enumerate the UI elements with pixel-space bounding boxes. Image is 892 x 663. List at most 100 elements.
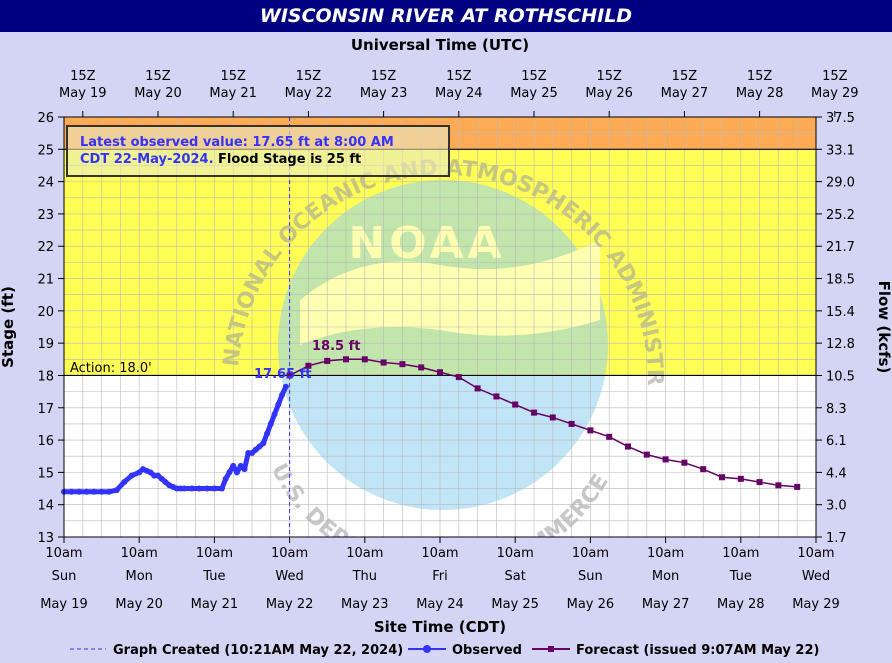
top-tick-label-date: May 24: [435, 86, 483, 101]
right-tick-label: 6.1: [826, 434, 847, 449]
top-tick-label-utc: 15Z: [672, 69, 698, 84]
left-tick-label: 21: [37, 273, 54, 288]
right-tick-label: 1.7: [826, 531, 847, 546]
legend-observed-label: Observed: [452, 643, 522, 658]
bottom-axis: 10am Sun May 19 10am Mon May 20 10am Tue May 21 1…: [40, 537, 840, 612]
forecast-point: [662, 456, 669, 463]
right-tick-label: 4.4: [826, 466, 847, 481]
top-tick-label-utc: 15Z: [446, 69, 472, 84]
forecast-point: [643, 451, 650, 458]
left-tick-label: 23: [37, 208, 54, 223]
bottom-tick-label-date: May 22: [266, 597, 314, 612]
top-tick-label-date: May 23: [360, 86, 408, 101]
watermark-gull: [300, 240, 600, 345]
right-axis: 1.7 3.0 4.4 6.1 8.3 10.5 12.8 15.4 18.5 21.7 25.2 2…: [816, 111, 855, 546]
bottom-tick-label-time: 10am: [497, 546, 534, 561]
right-tick-label: 12.8: [826, 337, 855, 352]
top-tick-label-date: May 29: [811, 86, 859, 101]
bottom-tick-label-day: Wed: [802, 569, 830, 584]
watermark-noaa-text: NOAA: [348, 218, 505, 269]
bottom-tick-label-date: May 26: [567, 597, 615, 612]
forecast-point: [606, 433, 613, 440]
bottom-tick-label-time: 10am: [722, 546, 759, 561]
forecast-point: [437, 369, 443, 376]
info-line-1: Latest observed value: 17.65 ft at 8:00 …: [80, 135, 394, 150]
observed-point: [282, 383, 289, 390]
top-tick-label-date: May 25: [510, 86, 558, 101]
bottom-tick-label-date: May 23: [341, 597, 389, 612]
left-tick-label: 18: [37, 369, 54, 384]
observed-point: [196, 485, 203, 492]
observed-point: [264, 430, 271, 437]
observed-point: [83, 488, 90, 495]
bottom-tick-label-date: May 20: [115, 597, 163, 612]
forecast-point: [737, 475, 744, 482]
left-tick-label: 16: [37, 434, 54, 449]
info-line-2-flood: Flood Stage is 25 ft: [214, 152, 362, 167]
top-tick-label-utc: 15Z: [296, 69, 322, 84]
bottom-tick-label-time: 10am: [572, 546, 609, 561]
info-line-2-date: CDT 22-May-2024.: [80, 152, 214, 167]
forecast-point: [455, 374, 462, 381]
observed-point: [222, 475, 229, 482]
top-tick-label-date: May 20: [134, 86, 182, 101]
bottom-tick-label-date: May 25: [491, 597, 539, 612]
top-axis: 15Z May 19 15Z May 20 15Z May 21 15Z May 22 15Z M…: [59, 69, 859, 117]
observed-point: [279, 391, 286, 398]
forecast-point: [681, 459, 688, 466]
observed-point: [233, 469, 240, 476]
y-axis-title-right: Flow (kcfs): [875, 281, 892, 374]
left-tick-label: 26: [37, 111, 54, 126]
observed-value-label: 17.65 ft: [254, 367, 312, 382]
forecast-point: [756, 479, 763, 486]
legend-created-label: Graph Created (10:21AM May 22, 2024): [113, 643, 403, 658]
top-tick-label-utc: 15Z: [145, 69, 171, 84]
right-tick-label: 29.0: [826, 176, 855, 191]
action-label: Action: 18.0': [70, 361, 152, 376]
observed-point: [121, 479, 128, 486]
top-tick-label-date: May 22: [285, 86, 333, 101]
left-tick-label: 14: [37, 499, 54, 514]
top-tick-label-date: May 26: [585, 86, 633, 101]
bottom-tick-label-date: May 27: [642, 597, 690, 612]
x-axis-title: Site Time (CDT): [374, 618, 506, 636]
bottom-tick-label-day: Fri: [432, 569, 448, 584]
right-tick-label: 33.1: [826, 143, 855, 158]
observed-series: [61, 383, 289, 495]
forecast-point: [568, 420, 575, 427]
observed-point: [106, 488, 113, 495]
forecast-point: [775, 482, 782, 489]
bottom-tick-label-date: May 24: [416, 597, 464, 612]
top-tick-label-date: May 21: [209, 86, 257, 101]
info-line-2: CDT 22-May-2024. Flood Stage is 25 ft: [80, 152, 361, 167]
bottom-tick-label-day: Tue: [202, 569, 225, 584]
bottom-tick-label-time: 10am: [45, 546, 82, 561]
bottom-tick-label-day: Mon: [125, 569, 152, 584]
forecast-point: [361, 356, 368, 363]
observed-point: [226, 469, 233, 476]
forecast-point: [512, 401, 519, 408]
bottom-tick-label-date: May 19: [40, 597, 88, 612]
forecast-point: [474, 385, 481, 392]
right-tick-label: 18.5: [826, 273, 855, 288]
top-tick-label-utc: 15Z: [371, 69, 397, 84]
right-tick-label: 10.5: [826, 369, 855, 384]
top-tick-label-utc: 15Z: [822, 69, 848, 84]
observed-point: [91, 488, 98, 495]
legend: Graph Created (10:21AM May 22, 2024) Obs…: [70, 643, 819, 658]
bottom-tick-label-time: 10am: [346, 546, 383, 561]
left-tick-label: 24: [37, 176, 54, 191]
forecast-point: [324, 357, 331, 364]
bottom-tick-label-day: Sun: [578, 569, 603, 584]
forecast-point: [286, 372, 293, 379]
bottom-tick-label-time: 10am: [121, 546, 158, 561]
observed-point: [230, 462, 237, 469]
top-tick-label-utc: 15Z: [596, 69, 622, 84]
left-tick-label: 17: [37, 402, 54, 417]
top-tick-label-utc: 15Z: [220, 69, 246, 84]
forecast-peak-label: 18.5 ft: [312, 339, 360, 354]
observed-point: [275, 401, 282, 408]
forecast-point: [399, 361, 406, 368]
left-tick-label: 19: [37, 337, 54, 352]
